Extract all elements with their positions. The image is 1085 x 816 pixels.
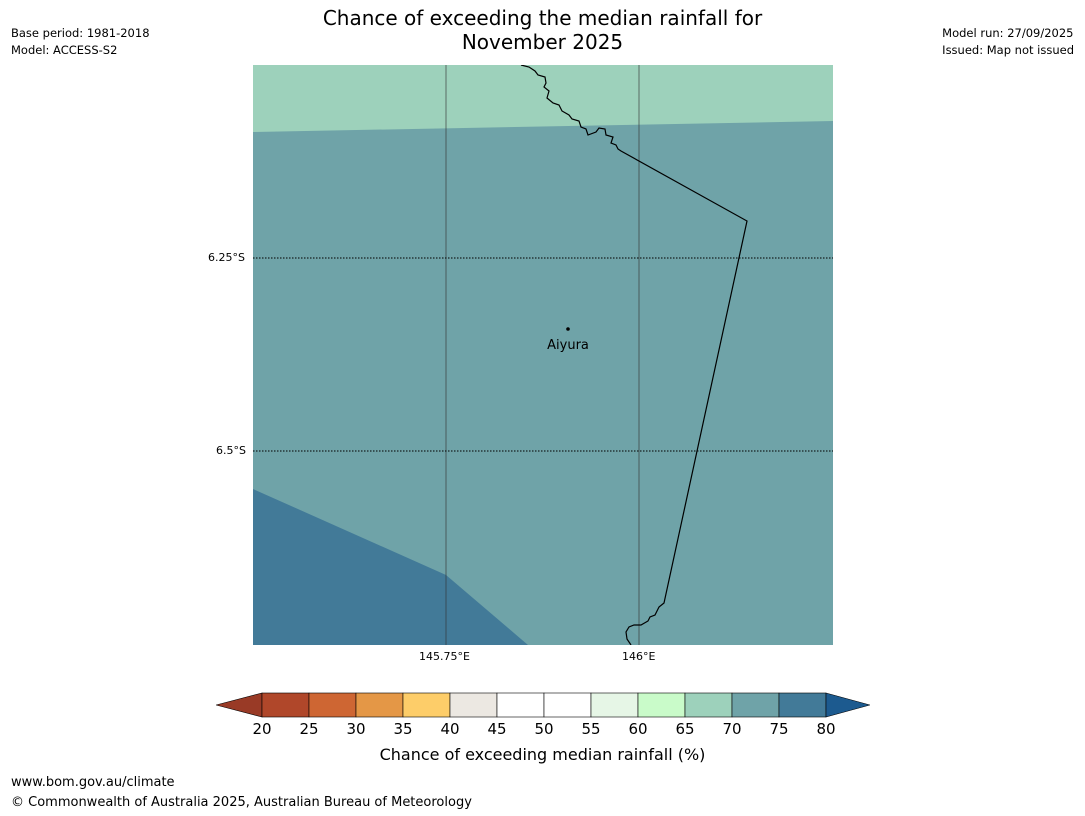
colorbar-tick-label: 55 xyxy=(581,720,601,738)
colorbar-segment xyxy=(308,692,357,718)
colorbar-tick-label: 80 xyxy=(816,720,836,738)
colorbar-segment xyxy=(684,692,733,718)
place-label: Aiyura xyxy=(547,338,589,353)
lat-label-2: 6.5°S xyxy=(216,444,246,457)
border-line xyxy=(520,65,748,645)
colorbar-tick-label: 25 xyxy=(299,720,319,738)
region-65-70 xyxy=(253,65,833,132)
lon-label-1: 145.75°E xyxy=(419,650,470,663)
copyright-text: © Commonwealth of Australia 2025, Austra… xyxy=(11,795,472,810)
colorbar-tick-label: 75 xyxy=(769,720,789,738)
colorbar-tick-label: 35 xyxy=(393,720,413,738)
colorbar-tick-label: 50 xyxy=(534,720,554,738)
colorbar-segment xyxy=(731,692,780,718)
colorbar-segment xyxy=(261,692,310,718)
title-line-2: November 2025 xyxy=(461,30,624,54)
colorbar-tick-label: 60 xyxy=(628,720,648,738)
colorbar-extend-low xyxy=(216,692,263,718)
title-line-1: Chance of exceeding the median rainfall … xyxy=(322,6,763,30)
run-info: Model run: 27/09/2025 Issued: Map not is… xyxy=(942,25,1074,59)
model-run-text: Model run: 27/09/2025 xyxy=(942,26,1074,40)
colorbar-tick-label: 65 xyxy=(675,720,695,738)
issued-text: Issued: Map not issued xyxy=(942,43,1074,57)
colorbar-tick-label: 45 xyxy=(487,720,507,738)
colorbar-segment xyxy=(637,692,686,718)
colorbar-segment xyxy=(778,692,827,718)
colorbar-segment xyxy=(355,692,404,718)
colorbar-segment xyxy=(402,692,451,718)
colorbar-tick-label: 30 xyxy=(346,720,366,738)
colorbar-tick-label: 40 xyxy=(440,720,460,738)
colorbar-segment xyxy=(590,692,639,718)
website-link[interactable]: www.bom.gov.au/climate xyxy=(11,775,175,790)
place-marker xyxy=(566,327,570,331)
lat-label-1: 6.25°S xyxy=(208,251,245,264)
colorbar-extend-high xyxy=(825,692,870,718)
forecast-map[interactable]: Aiyura xyxy=(253,65,833,645)
colorbar-tick-label: 20 xyxy=(252,720,272,738)
colorbar xyxy=(216,692,870,718)
colorbar-segment xyxy=(496,692,545,718)
base-period-text: Base period: 1981-2018 xyxy=(11,26,150,40)
colorbar-tick-label: 70 xyxy=(722,720,742,738)
colorbar-label: Chance of exceeding median rainfall (%) xyxy=(379,745,706,764)
model-text: Model: ACCESS-S2 xyxy=(11,43,118,57)
lon-label-2: 146°E xyxy=(622,650,656,663)
region-75-80 xyxy=(253,489,528,645)
colorbar-segment xyxy=(543,692,592,718)
map-title: Chance of exceeding the median rainfall … xyxy=(0,6,1085,54)
colorbar-segment xyxy=(449,692,498,718)
model-info: Base period: 1981-2018 Model: ACCESS-S2 xyxy=(11,25,150,59)
